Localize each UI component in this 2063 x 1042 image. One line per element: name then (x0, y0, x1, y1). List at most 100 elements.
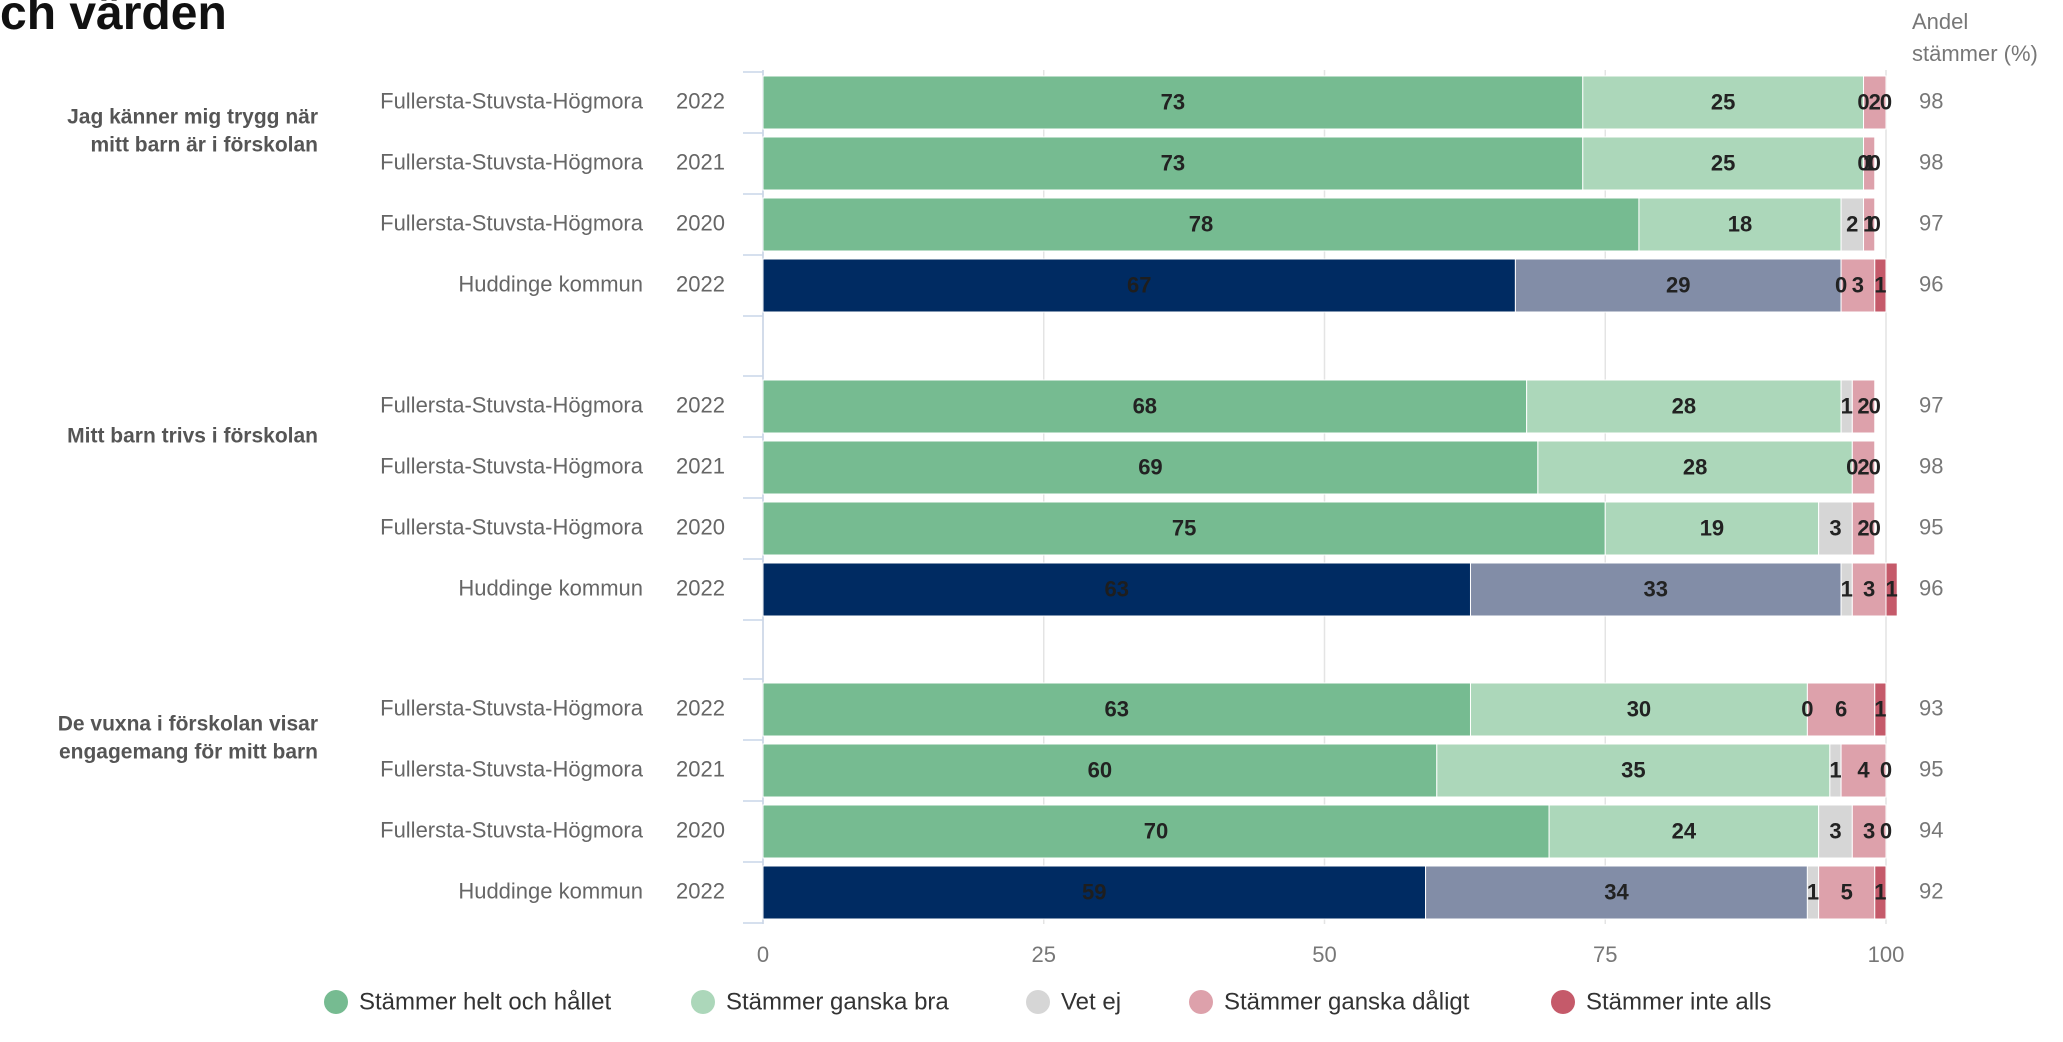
data-label: 70 (1144, 818, 1168, 843)
chart-title-fragment: ch värden (0, 0, 227, 40)
share-value: 97 (1919, 392, 1943, 417)
data-label: 35 (1621, 757, 1645, 782)
legend-label-2: Vet ej (1061, 988, 1121, 1015)
bar-segment (1469, 562, 1842, 617)
legend-label-4: Stämmer inte alls (1586, 988, 1771, 1015)
legend-label-3: Stämmer ganska dåligt (1224, 988, 1470, 1015)
row-unit-label: Fullersta-Stuvsta-Högmora (380, 88, 644, 113)
share-value: 98 (1919, 149, 1943, 174)
bar-segment (762, 379, 1528, 434)
data-label: 4 (1857, 757, 1870, 782)
bar-segment (1818, 804, 1853, 859)
bar-segment (762, 136, 1584, 191)
bar-segment (1514, 258, 1842, 313)
bar-segment (1436, 743, 1831, 798)
data-label: 68 (1133, 393, 1157, 418)
bar-segment (762, 197, 1640, 252)
legend-label-0: Stämmer helt och hållet (359, 988, 611, 1015)
legend-marker-4 (1551, 990, 1575, 1014)
data-label: 18 (1728, 211, 1752, 236)
data-label: 19 (1700, 515, 1724, 540)
data-label: 0 (1857, 89, 1869, 114)
share-value: 97 (1919, 210, 1943, 235)
data-label: 3 (1829, 818, 1841, 843)
bar-segment (1604, 501, 1820, 556)
data-label: 1 (1841, 576, 1853, 601)
data-label: 0 (1880, 89, 1892, 114)
question-label-1-0: Mitt barn trivs i förskolan (67, 425, 318, 448)
bar-segment (1548, 804, 1820, 859)
x-tick-label-50: 50 (1312, 942, 1336, 967)
data-label: 63 (1105, 576, 1129, 601)
data-label: 1 (1874, 696, 1886, 721)
row-unit-label: Huddinge kommun (458, 271, 643, 296)
bar-segment (1874, 865, 1887, 920)
row-year-label: 2022 (676, 878, 725, 903)
data-label: 73 (1161, 150, 1185, 175)
share-value: 94 (1919, 817, 1943, 842)
share-value: 95 (1919, 514, 1943, 539)
bar-segment (1851, 440, 1876, 495)
data-label: 3 (1829, 515, 1841, 540)
bar-segment (762, 743, 1438, 798)
bar-segment (762, 804, 1550, 859)
data-label: 78 (1189, 211, 1213, 236)
row-unit-label: Fullersta-Stuvsta-Högmora (380, 149, 644, 174)
bar-segment (1425, 865, 1808, 920)
row-year-label: 2022 (676, 392, 725, 417)
data-label: 75 (1172, 515, 1196, 540)
data-label: 2 (1857, 515, 1869, 540)
data-label: 3 (1863, 818, 1875, 843)
bar-segment (762, 440, 1539, 495)
bar-segment (1885, 562, 1898, 617)
bar-segment (1840, 743, 1887, 798)
data-label: 0 (1880, 818, 1892, 843)
data-label: 6 (1835, 696, 1847, 721)
data-label: 0 (1869, 515, 1881, 540)
bar-segment (762, 562, 1471, 617)
data-label: 0 (1869, 393, 1881, 418)
data-label: 1 (1874, 879, 1886, 904)
share-value: 95 (1919, 756, 1943, 781)
data-label: 1 (1841, 393, 1853, 418)
row-unit-label: Fullersta-Stuvsta-Högmora (380, 453, 644, 478)
row-year-label: 2021 (676, 149, 725, 174)
data-label: 24 (1672, 818, 1697, 843)
bar-segment (1874, 682, 1887, 737)
data-label: 1 (1874, 272, 1886, 297)
data-label: 30 (1627, 696, 1651, 721)
row-unit-label: Fullersta-Stuvsta-Högmora (380, 817, 644, 842)
data-label: 3 (1863, 576, 1875, 601)
data-label: 2 (1846, 211, 1858, 236)
data-label: 29 (1666, 272, 1690, 297)
bar-segment (1874, 258, 1887, 313)
data-label: 59 (1082, 879, 1106, 904)
legend-marker-2 (1026, 990, 1050, 1014)
bar-segment (1537, 440, 1853, 495)
bar-segment (762, 501, 1606, 556)
share-value: 92 (1919, 878, 1943, 903)
bar-segment (1638, 197, 1842, 252)
row-year-label: 2022 (676, 575, 725, 600)
bar-segment (1851, 379, 1876, 434)
legend-marker-3 (1189, 990, 1213, 1014)
data-label: 2 (1869, 89, 1881, 114)
data-label: 0 (1801, 696, 1813, 721)
x-tick-label-25: 25 (1032, 942, 1056, 967)
row-unit-label: Fullersta-Stuvsta-Högmora (380, 514, 644, 539)
data-label: 63 (1105, 696, 1129, 721)
data-label: 0 (1846, 454, 1858, 479)
row-unit-label: Fullersta-Stuvsta-Högmora (380, 210, 644, 235)
row-unit-label: Huddinge kommun (458, 575, 643, 600)
share-value: 93 (1919, 695, 1943, 720)
bar-segment (1582, 136, 1865, 191)
data-label: 33 (1644, 576, 1668, 601)
legend-marker-0 (324, 990, 348, 1014)
row-unit-label: Huddinge kommun (458, 878, 643, 903)
row-year-label: 2021 (676, 453, 725, 478)
data-label: 67 (1127, 272, 1151, 297)
question-label-0-1: mitt barn är i förskolan (90, 134, 318, 157)
legend-marker-1 (691, 990, 715, 1014)
x-tick-label-75: 75 (1593, 942, 1617, 967)
